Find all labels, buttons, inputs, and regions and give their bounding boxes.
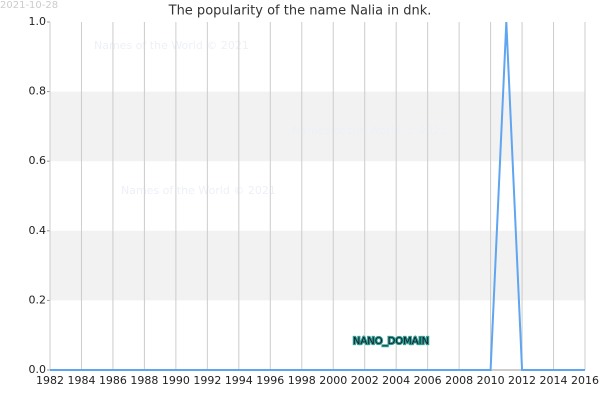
x-tick-label: 1986 (99, 374, 127, 387)
y-tick-label: 0.0 (29, 363, 47, 376)
line-series (50, 21, 585, 371)
watermark: Names of the World © 2021 (94, 39, 249, 52)
x-tick-label: 2014 (540, 374, 568, 387)
watermark: Names of the World © 2021 (292, 124, 447, 137)
x-tick-label: 1994 (225, 374, 253, 387)
date-stamp: 2021-10-28 (0, 0, 58, 11)
y-tick-label: 0.2 (29, 293, 47, 306)
x-tick-label: 2002 (351, 374, 379, 387)
grid-band (50, 91, 585, 162)
y-tick-label: 0.4 (29, 224, 47, 237)
y-tick-label: 0.6 (29, 154, 47, 167)
x-tick-label: 2008 (445, 374, 473, 387)
x-tick-label: 2004 (382, 374, 410, 387)
y-tick-label: 1.0 (29, 15, 47, 28)
grid-band (50, 230, 585, 301)
x-tick-label: 1988 (130, 374, 158, 387)
x-tick-label: 1982 (36, 374, 64, 387)
x-tick-label: 2016 (571, 374, 599, 387)
x-tick-label: 2000 (319, 374, 347, 387)
x-tick-label: 2012 (508, 374, 536, 387)
x-tick-label: 1996 (256, 374, 284, 387)
x-tick-label: 1990 (162, 374, 190, 387)
x-tick-label: 1992 (193, 374, 221, 387)
chart-title: The popularity of the name Nalia in dnk. (168, 4, 432, 19)
y-tick-label: 0.8 (29, 85, 47, 98)
x-tick-label: 2010 (477, 374, 505, 387)
x-tick-label: 2006 (414, 374, 442, 387)
overlay-label: NANO_DOMAIN (353, 336, 429, 347)
x-tick-label: 1984 (67, 374, 95, 387)
x-tick-label: 1998 (288, 374, 316, 387)
watermark: Names of the World © 2021 (121, 184, 276, 197)
